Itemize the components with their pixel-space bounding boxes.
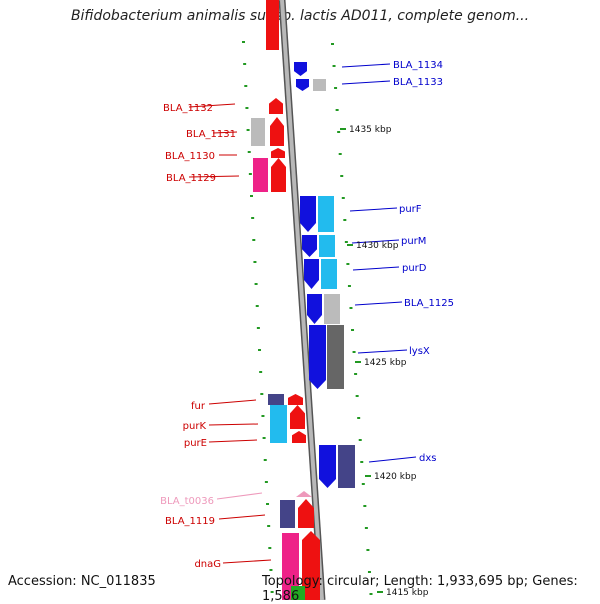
gene-bla1134 bbox=[294, 62, 307, 76]
gene-dxs-b bbox=[338, 445, 355, 488]
gene-lysX-a bbox=[309, 325, 326, 389]
gene-bla1129-b bbox=[271, 158, 286, 192]
gene-bla1131-a bbox=[251, 118, 265, 146]
gene-bottom bbox=[291, 586, 305, 600]
gene-label-left[interactable]: BLA_t0036 bbox=[160, 496, 214, 507]
gene-purF-a bbox=[300, 196, 316, 232]
backbone-line bbox=[280, 0, 324, 600]
scale-label: 1420 kbp bbox=[374, 472, 417, 482]
scale-label: 1430 kbp bbox=[356, 241, 399, 251]
gene-glyphs[interactable] bbox=[251, 0, 355, 600]
leader-right bbox=[349, 207, 398, 212]
gene-purK-a bbox=[270, 405, 287, 443]
gene-label-right[interactable]: BLA_1125 bbox=[404, 298, 454, 309]
leader-left bbox=[208, 423, 259, 426]
gene-bla1119-b bbox=[298, 499, 314, 528]
gene-bla1133-a bbox=[296, 79, 309, 91]
gene-label-right[interactable]: dxs bbox=[419, 453, 436, 464]
gene-bla1119-a bbox=[280, 500, 295, 528]
gene-label-right[interactable]: purM bbox=[401, 236, 426, 247]
gene-bla1133-b bbox=[313, 79, 326, 91]
map-title: Bifidobacterium animalis subsp. lactis A… bbox=[70, 8, 530, 24]
gene-label-right[interactable]: BLA_1133 bbox=[393, 77, 443, 88]
gene-label-right[interactable]: purD bbox=[402, 263, 427, 274]
scale-labels: 1435 kbp 1430 kbp 1425 kbp 1420 kbp 1415 kbp bbox=[340, 125, 429, 598]
leader-right bbox=[351, 239, 400, 244]
leader-right bbox=[357, 349, 408, 354]
gene-dnaG-b bbox=[302, 531, 320, 600]
gene-purF-b bbox=[318, 196, 334, 232]
scale-label: 1415 kbp bbox=[386, 588, 429, 598]
gene-label-right[interactable]: lysX bbox=[409, 346, 430, 357]
gene-purD-a bbox=[304, 259, 319, 289]
scale-ticks bbox=[242, 41, 373, 595]
gene-purE bbox=[292, 431, 306, 443]
leader-left bbox=[216, 492, 263, 500]
scale-label: 1425 kbp bbox=[364, 358, 407, 368]
gene-bla1125-a bbox=[307, 294, 322, 324]
gene-label-left[interactable]: BLA_1130 bbox=[165, 151, 215, 162]
gene-label-right[interactable]: purF bbox=[399, 204, 422, 215]
leader-left bbox=[218, 514, 266, 520]
gene-block bbox=[266, 0, 279, 50]
gene-label-left[interactable]: BLA_1119 bbox=[165, 516, 215, 527]
gene-fur-a bbox=[268, 394, 284, 405]
gene-bla1132 bbox=[269, 98, 283, 114]
leader-right bbox=[354, 301, 403, 306]
gene-purM-a bbox=[302, 235, 317, 257]
gene-label-left[interactable]: purE bbox=[184, 438, 207, 449]
right-gene-labels[interactable]: BLA_1134 BLA_1133 purF purM purD BLA_1125 lysX… bbox=[393, 60, 454, 464]
gene-bla1131-b bbox=[270, 117, 284, 146]
leader-left bbox=[208, 399, 257, 405]
gene-label-left[interactable]: purK bbox=[183, 421, 207, 432]
label-leader-lines bbox=[188, 63, 417, 564]
gene-bla-t0036 bbox=[296, 491, 312, 497]
gene-dxs-a bbox=[319, 445, 336, 488]
gene-label-right[interactable]: BLA_1134 bbox=[393, 60, 443, 71]
gene-bla1129-a bbox=[253, 158, 268, 192]
leader-left bbox=[188, 175, 240, 178]
accession-text: Accession: NC_011835 bbox=[8, 574, 156, 589]
gene-lysX-b bbox=[327, 325, 344, 389]
gene-purM-b bbox=[319, 235, 335, 257]
gene-purK-b bbox=[290, 405, 305, 429]
leader-left bbox=[222, 559, 272, 564]
gene-dnaG-a bbox=[282, 533, 299, 600]
gene-purD-b bbox=[321, 259, 337, 289]
gene-label-left[interactable]: BLA_1129 bbox=[166, 173, 216, 184]
leader-left bbox=[208, 439, 258, 443]
leader-right bbox=[352, 266, 400, 271]
gene-bla1130 bbox=[271, 148, 285, 158]
gene-label-left[interactable]: fur bbox=[191, 401, 206, 412]
gene-label-left[interactable]: BLA_1132 bbox=[163, 103, 213, 114]
leader-left bbox=[188, 103, 236, 108]
scale-label: 1435 kbp bbox=[349, 125, 392, 135]
leader-left bbox=[212, 131, 238, 134]
leader-right bbox=[341, 63, 391, 68]
gene-fur-b bbox=[288, 394, 303, 405]
gene-label-left[interactable]: BLA_1131 bbox=[186, 129, 236, 140]
leader-right bbox=[341, 80, 391, 85]
gene-bla1125-b bbox=[324, 294, 340, 324]
genome-backbone bbox=[278, 0, 326, 600]
gene-label-left[interactable]: dnaG bbox=[194, 559, 221, 570]
leader-right bbox=[368, 456, 417, 463]
